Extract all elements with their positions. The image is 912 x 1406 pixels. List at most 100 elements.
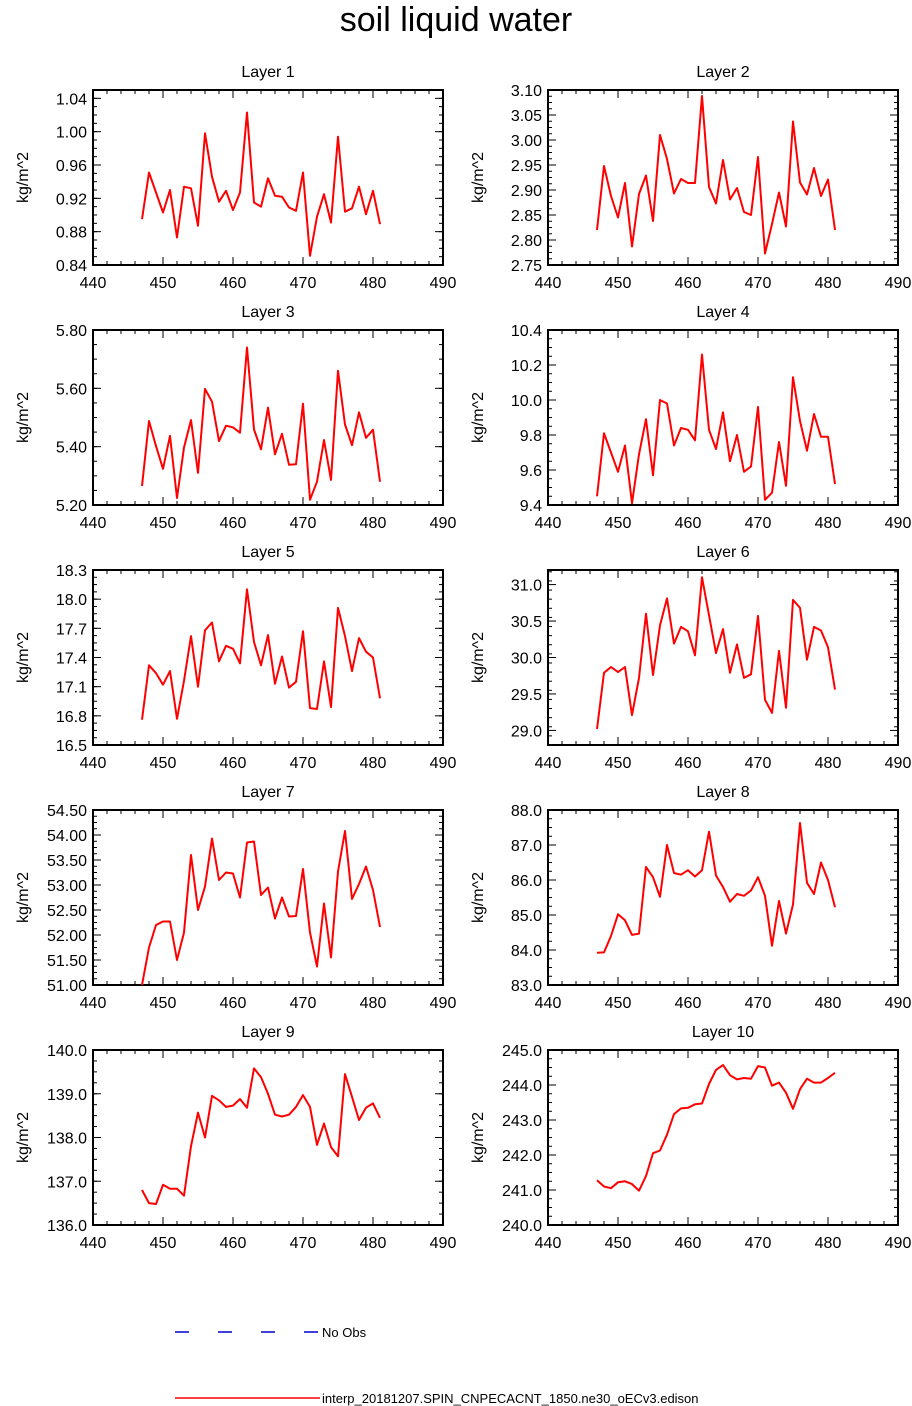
panel-9: Layer 9 kg/m^2 440 450 460 470 480 490 136.0 137.… (15, 1024, 456, 1252)
x-tick-label: 460 (675, 1235, 702, 1252)
panel-1: Layer 1 kg/m^2 440 450 460 470 480 490 0.84 0.88 0… (15, 64, 456, 292)
x-tick-label: 480 (815, 995, 842, 1012)
y-tick-label: 1.00 (56, 125, 87, 142)
series-line (141, 588, 381, 720)
y-axis-label: kg/m^2 (470, 632, 487, 683)
y-tick-label: 2.80 (511, 233, 542, 250)
y-tick-label: 10.2 (511, 358, 542, 375)
y-tick-label: 31.0 (511, 578, 542, 595)
x-tick-label: 470 (745, 995, 772, 1012)
plot-frame (547, 89, 899, 266)
y-tick-label: 9.8 (520, 428, 542, 445)
panel-3: Layer 3 kg/m^2 440 450 460 470 480 490 5.20 5.40 5… (15, 304, 456, 532)
panel-8: Layer 8 kg/m^2 440 450 460 470 480 490 83.0 84.0 8… (470, 784, 911, 1012)
y-tick-label: 52.50 (47, 903, 87, 920)
y-tick-label: 86.0 (511, 873, 542, 890)
y-tick-label: 0.84 (56, 258, 87, 275)
y-tick-label: 52.00 (47, 928, 87, 945)
panel-title: Layer 2 (696, 64, 749, 81)
x-tick-label: 460 (220, 275, 247, 292)
x-tick-label: 440 (80, 755, 107, 772)
x-tick-label: 470 (745, 1235, 772, 1252)
y-tick-label: 140.0 (47, 1043, 87, 1060)
series-line (596, 95, 836, 255)
y-tick-label: 10.4 (511, 323, 542, 340)
y-tick-label: 0.88 (56, 225, 87, 242)
y-tick-label: 84.0 (511, 943, 542, 960)
x-tick-label: 470 (290, 1235, 317, 1252)
y-tick-label: 136.0 (47, 1218, 87, 1235)
series-line (596, 353, 836, 505)
x-tick-label: 490 (430, 275, 457, 292)
y-tick-label: 244.0 (502, 1078, 542, 1095)
panel-title: Layer 8 (696, 784, 749, 801)
x-tick-label: 490 (430, 1235, 457, 1252)
y-tick-label: 9.4 (520, 498, 542, 515)
x-tick-label: 490 (430, 755, 457, 772)
x-tick-label: 460 (675, 755, 702, 772)
y-tick-label: 2.90 (511, 183, 542, 200)
x-tick-label: 450 (605, 515, 632, 532)
y-axis-label: kg/m^2 (470, 1112, 487, 1163)
plot-frame (547, 1049, 899, 1226)
y-tick-label: 138.0 (47, 1131, 87, 1148)
plot-frame (92, 329, 444, 506)
x-tick-label: 450 (605, 1235, 632, 1252)
plot-frame (92, 809, 444, 986)
x-tick-label: 460 (220, 1235, 247, 1252)
x-tick-label: 440 (80, 275, 107, 292)
series-line (596, 576, 836, 730)
x-tick-label: 490 (430, 995, 457, 1012)
y-tick-label: 30.5 (511, 614, 542, 631)
x-tick-label: 450 (150, 515, 177, 532)
panel-title: Layer 7 (241, 784, 294, 801)
panel-5: Layer 5 kg/m^2 440 450 460 470 480 490 16.5 16.8 1… (15, 544, 456, 772)
x-tick-label: 440 (535, 1235, 562, 1252)
panel-title: Layer 3 (241, 304, 294, 321)
y-axis-label: kg/m^2 (15, 152, 32, 203)
x-tick-label: 470 (290, 995, 317, 1012)
x-tick-label: 490 (885, 755, 912, 772)
x-tick-label: 490 (885, 995, 912, 1012)
x-tick-label: 440 (80, 1235, 107, 1252)
panel-4: Layer 4 kg/m^2 440 450 460 470 480 490 9.4 9.6 9.8… (470, 304, 911, 532)
y-tick-label: 242.0 (502, 1148, 542, 1165)
y-tick-label: 137.0 (47, 1174, 87, 1191)
y-tick-label: 87.0 (511, 838, 542, 855)
x-tick-label: 450 (605, 275, 632, 292)
x-tick-label: 480 (815, 755, 842, 772)
x-tick-label: 470 (290, 755, 317, 772)
x-tick-label: 490 (430, 515, 457, 532)
y-tick-label: 139.0 (47, 1087, 87, 1104)
plot-frame (92, 89, 444, 266)
x-tick-label: 460 (220, 755, 247, 772)
series-line (141, 346, 381, 501)
x-tick-label: 480 (360, 275, 387, 292)
x-tick-label: 490 (885, 1235, 912, 1252)
x-tick-label: 450 (605, 755, 632, 772)
x-tick-label: 470 (745, 275, 772, 292)
figure-title: soil liquid water (339, 1, 573, 39)
y-tick-label: 88.0 (511, 803, 542, 820)
y-tick-label: 2.85 (511, 208, 542, 225)
series-line (596, 822, 836, 954)
x-tick-label: 450 (605, 995, 632, 1012)
y-axis-label: kg/m^2 (470, 152, 487, 203)
y-tick-label: 5.40 (56, 440, 87, 457)
y-tick-label: 53.00 (47, 878, 87, 895)
y-tick-label: 30.0 (511, 651, 542, 668)
x-tick-label: 470 (745, 755, 772, 772)
y-tick-label: 2.75 (511, 258, 542, 275)
y-tick-label: 16.5 (56, 738, 87, 755)
panel-title: Layer 4 (696, 304, 749, 321)
x-tick-label: 440 (535, 515, 562, 532)
y-axis-label: kg/m^2 (15, 632, 32, 683)
y-tick-label: 10.0 (511, 393, 542, 410)
y-tick-label: 3.10 (511, 83, 542, 100)
y-tick-label: 2.95 (511, 158, 542, 175)
y-axis-label: kg/m^2 (15, 1112, 32, 1163)
y-tick-label: 54.00 (47, 828, 87, 845)
x-tick-label: 480 (360, 995, 387, 1012)
panel-title: Layer 9 (241, 1024, 294, 1041)
